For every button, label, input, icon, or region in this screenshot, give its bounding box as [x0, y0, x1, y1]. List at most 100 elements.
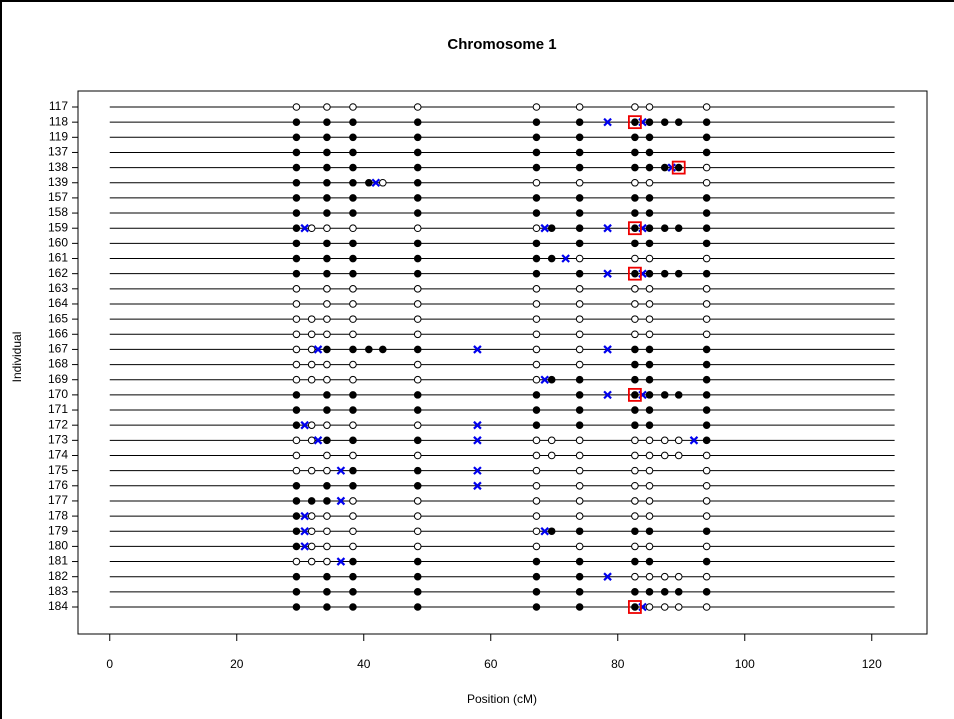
filled-marker	[349, 148, 357, 157]
open-marker	[674, 572, 683, 581]
y-tick-label: 119	[49, 129, 68, 143]
open-marker	[575, 345, 584, 354]
filled-marker	[323, 497, 331, 505]
open-marker	[645, 572, 654, 581]
filled-marker	[660, 224, 669, 233]
filled-marker	[349, 588, 357, 596]
open-marker	[645, 285, 654, 293]
open-marker	[532, 497, 541, 505]
filled-marker	[547, 254, 556, 263]
filled-marker	[575, 239, 584, 248]
x-tick-label: 0	[106, 657, 113, 671]
chart-title: Chromosome 1	[447, 36, 556, 53]
filled-marker	[645, 588, 654, 596]
filled-marker	[575, 588, 584, 596]
filled-marker	[292, 254, 301, 263]
open-marker	[631, 330, 639, 339]
open-marker	[323, 224, 331, 233]
filled-marker	[413, 603, 422, 611]
open-marker	[349, 527, 357, 536]
open-marker	[702, 103, 711, 111]
filled-marker	[349, 178, 357, 187]
crossover	[689, 436, 699, 445]
open-marker	[349, 542, 357, 551]
open-marker	[631, 451, 639, 460]
filled-marker	[292, 163, 301, 172]
filled-marker	[660, 163, 669, 172]
open-marker	[575, 300, 584, 308]
filled-marker	[349, 118, 357, 126]
filled-marker	[292, 527, 301, 536]
open-marker	[323, 421, 331, 429]
filled-marker	[575, 391, 584, 399]
open-marker	[631, 572, 639, 581]
filled-marker	[413, 391, 422, 399]
filled-marker	[349, 194, 357, 202]
filled-marker	[349, 133, 357, 142]
open-marker	[323, 300, 331, 308]
open-marker	[575, 178, 584, 187]
open-marker	[575, 451, 584, 460]
filled-marker	[702, 391, 711, 399]
open-marker	[349, 285, 357, 293]
filled-marker	[631, 360, 639, 369]
open-marker	[413, 360, 422, 369]
filled-marker	[349, 406, 357, 414]
x-tick-label: 120	[862, 657, 882, 671]
y-tick-label: 177	[48, 493, 68, 507]
open-marker	[413, 527, 422, 536]
filled-marker	[645, 391, 654, 399]
open-marker	[292, 103, 301, 111]
filled-marker	[292, 603, 301, 611]
open-marker	[645, 512, 654, 520]
filled-marker	[413, 133, 422, 142]
filled-marker	[660, 118, 669, 126]
filled-marker	[349, 557, 357, 566]
open-marker	[349, 451, 357, 460]
filled-marker	[532, 588, 541, 596]
filled-marker	[532, 391, 541, 399]
y-tick-label: 162	[48, 266, 68, 280]
filled-marker	[575, 148, 584, 157]
filled-marker	[575, 269, 584, 278]
open-marker	[702, 315, 711, 323]
open-marker	[292, 285, 301, 293]
open-marker	[379, 178, 387, 187]
filled-marker	[292, 588, 301, 596]
crossover	[473, 436, 482, 445]
filled-marker	[575, 375, 584, 384]
open-marker	[702, 163, 711, 172]
filled-marker	[323, 194, 331, 202]
open-marker	[631, 481, 639, 490]
y-tick-label: 159	[48, 220, 68, 234]
y-tick-label: 184	[48, 599, 68, 613]
open-marker	[645, 300, 654, 308]
flag-box	[627, 266, 642, 281]
filled-marker	[323, 603, 331, 611]
filled-marker	[645, 224, 654, 233]
crossover	[371, 178, 381, 188]
open-marker	[307, 330, 316, 339]
crossover	[603, 390, 612, 400]
open-marker	[532, 512, 541, 520]
open-marker	[575, 542, 584, 551]
open-marker	[575, 481, 584, 490]
filled-marker	[365, 178, 373, 187]
filled-marker	[631, 118, 639, 126]
open-marker	[645, 466, 654, 475]
filled-marker	[645, 421, 654, 429]
filled-marker	[413, 194, 422, 202]
open-marker	[292, 466, 301, 475]
open-marker	[307, 375, 316, 384]
open-marker	[547, 451, 556, 460]
filled-marker	[292, 239, 301, 248]
flag-box	[627, 115, 642, 130]
open-marker	[292, 300, 301, 308]
filled-marker	[702, 239, 711, 248]
y-axis-label: Individual	[10, 332, 24, 383]
filled-marker	[645, 269, 654, 278]
open-marker	[702, 178, 711, 187]
filled-marker	[349, 345, 357, 354]
open-marker	[702, 497, 711, 505]
filled-marker	[323, 588, 331, 596]
